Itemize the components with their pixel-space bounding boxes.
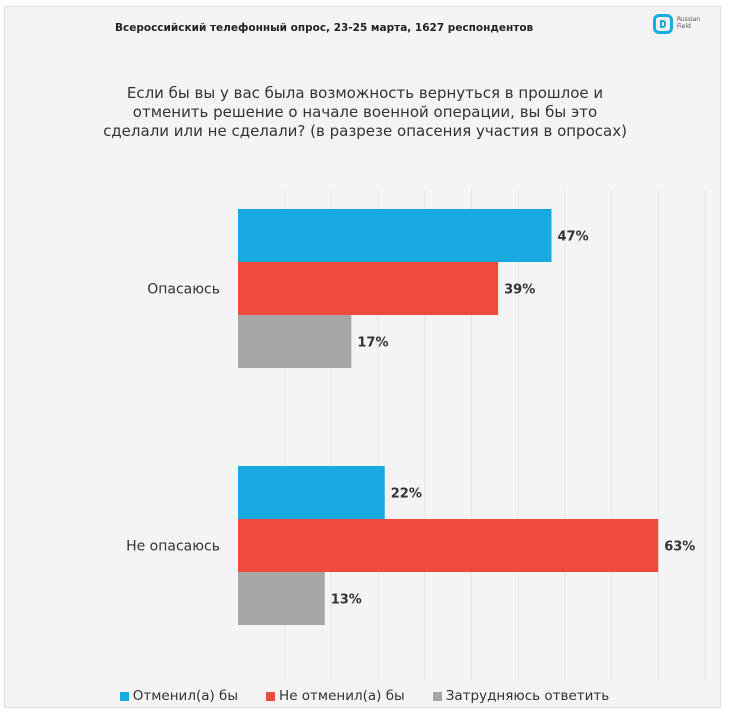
data-label: 47% bbox=[557, 230, 588, 245]
legend-item-not-cancel: Не отменил(а) бы bbox=[266, 688, 405, 704]
bar bbox=[238, 572, 325, 625]
legend-item-cancel: Отменил(а) бы bbox=[119, 688, 239, 704]
chart-legend: Отменил(а) бы Не отменил(а) бы Затрудняю… bbox=[0, 688, 729, 704]
data-label: 17% bbox=[357, 336, 388, 351]
category-label: Не опасаюсь bbox=[126, 539, 220, 555]
russian-field-logo: Russian Field bbox=[653, 14, 713, 38]
bar bbox=[238, 315, 352, 368]
legend-label-not-cancel: Не отменил(а) бы bbox=[279, 688, 405, 704]
bar bbox=[238, 262, 499, 315]
data-label: 39% bbox=[504, 283, 535, 298]
chart-frame bbox=[4, 6, 721, 708]
logo-text: Russian Field bbox=[677, 16, 701, 30]
bar bbox=[238, 519, 659, 572]
data-label: 13% bbox=[331, 593, 362, 608]
legend-swatch-not-cancel bbox=[266, 691, 276, 701]
legend-swatch-cancel bbox=[119, 691, 129, 701]
chart-title-line-3: сделали или не сделали? (в разрезе опасе… bbox=[103, 122, 627, 140]
legend-item-hard-to-say: Затрудняюсь ответить bbox=[432, 688, 610, 704]
russian-field-logo-icon bbox=[653, 14, 673, 34]
legend-swatch-hard-to-say bbox=[432, 691, 442, 701]
data-label: 22% bbox=[391, 487, 422, 502]
chart-title-line-2: отменить решение о начале военной операц… bbox=[132, 103, 598, 121]
chart-title: Если бы вы у вас была возможность вернут… bbox=[60, 84, 670, 141]
legend-label-cancel: Отменил(а) бы bbox=[132, 688, 239, 704]
category-label: Опасаюсь bbox=[147, 282, 220, 298]
bar bbox=[238, 466, 385, 519]
data-label: 63% bbox=[664, 540, 695, 555]
bar bbox=[238, 209, 552, 262]
chart-title-line-1: Если бы вы у вас была возможность вернут… bbox=[126, 84, 604, 102]
legend-label-hard-to-say: Затрудняюсь ответить bbox=[445, 688, 610, 704]
chart-subtitle: Всероссийский телефонный опрос, 23-25 ма… bbox=[115, 22, 534, 34]
